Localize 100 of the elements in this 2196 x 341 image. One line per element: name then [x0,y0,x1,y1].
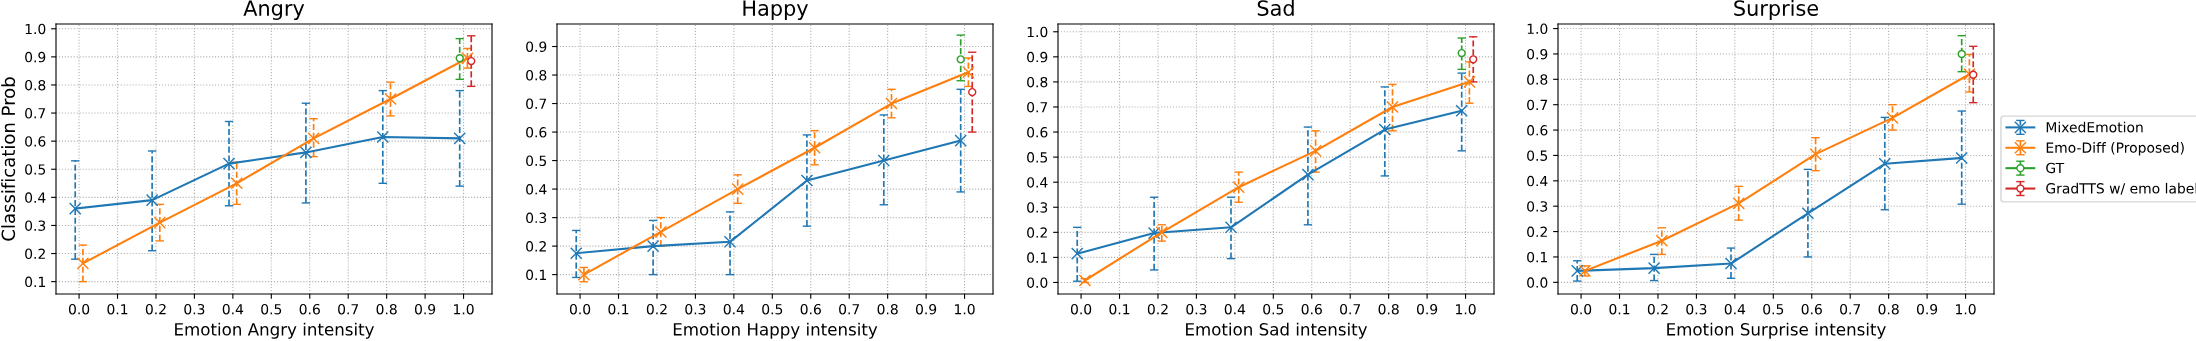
y-tick-label: 0.6 [25,136,46,147]
point [153,216,167,229]
x-tick-label: 1.0 [454,303,474,315]
y-tick-label: 0.8 [1027,76,1048,88]
point [1232,180,1245,194]
x-tick-label: 0.4 [222,303,244,315]
y-tick-label: 0.7 [1027,101,1048,113]
x-tick-label: 0.3 [1186,303,1207,315]
point [1955,151,1968,165]
y-tick-label: 0.1 [1027,252,1047,263]
point [1386,100,1399,114]
y-tick-label: 0.6 [1027,127,1048,138]
x-tick-label: 0.4 [723,303,745,315]
point [1809,147,1822,161]
x-tick-label: 0.0 [68,303,90,315]
point [1463,75,1476,89]
y-tick-label: 0.4 [25,192,46,203]
y-tick-label: 0.5 [526,155,547,167]
x-tick-label: 0.7 [1840,303,1861,315]
point [1732,197,1745,210]
point [467,56,476,66]
point [1147,226,1161,240]
x-axis-title: Emotion Happy intensity [673,322,878,339]
point [1224,221,1238,234]
y-tick-label: 0.2 [25,248,45,260]
y-tick-label: 0.8 [526,70,547,81]
y-tick-label: 1.0 [1027,26,1048,38]
y-tick-label: 0.8 [1527,74,1548,85]
x-tick-label: 0.5 [1763,303,1784,315]
y-tick-label: 0.3 [1027,202,1048,213]
point [68,202,82,215]
y-tick-label: 0.9 [1527,48,1548,60]
x-tick-label: 0.9 [1916,303,1938,315]
x-tick-label: 0.0 [1070,303,1092,315]
x-tick-label: 0.5 [261,303,282,315]
y-tick-label: 0.3 [25,220,46,231]
chart-title: Angry [243,0,305,20]
x-tick-label: 0.2 [1647,303,1668,315]
point [145,193,159,207]
point [1570,264,1584,278]
point [1878,157,1892,171]
x-axis-title: Emotion Angry intensity [175,322,375,339]
point [222,157,236,170]
y-tick-label: 0.7 [25,108,46,119]
x-tick-label: 0.9 [414,303,436,315]
y-tick-label: 0.1 [526,269,546,281]
y-tick-label: 0.1 [1527,251,1547,263]
point [384,92,397,106]
point [1963,67,1976,81]
point [1070,247,1084,260]
x-tick-label: 0.6 [299,303,320,315]
y-tick-label: 0.6 [1527,125,1548,136]
point [299,146,313,159]
point [76,257,90,270]
point [954,134,967,147]
y-tick-label: 0.4 [1527,175,1548,187]
point [723,235,737,249]
y-tick-label: 0.4 [1027,177,1048,188]
point [968,87,977,97]
y-tick-label: 1.0 [1527,23,1548,35]
x-tick-label: 0.6 [1301,303,1322,315]
y-tick-label: 0.5 [25,164,46,175]
chart-title: Surprise [1734,0,1819,20]
point [1886,111,1899,125]
x-tick-label: 1.0 [1956,303,1976,315]
x-tick-label: 0.7 [839,303,860,315]
point [808,141,821,154]
point [1801,207,1815,220]
y-tick-label: 0.9 [526,41,547,52]
x-axis-title: Emotion Sad intensity [1186,322,1368,339]
y-tick-label: 0.2 [526,241,546,252]
x-tick-label: 0.7 [338,303,359,315]
y-tick-label: 0.5 [1027,152,1048,163]
chart-title: Sad [1257,0,1294,16]
y-tick-label: 0.2 [1027,227,1047,238]
point [800,174,814,187]
x-tick-label: 0.9 [1416,303,1438,315]
x-axis-title: Emotion Surprise intensity [1667,322,1886,339]
x-tick-label: 0.0 [569,303,591,315]
x-tick-label: 0.1 [1609,303,1630,315]
point [1309,144,1322,158]
legend-label: Emo-Diff (Proposed) [2046,142,2184,156]
y-axis-title: Classification Prob [1,77,16,241]
x-tick-label: 0.3 [184,303,205,315]
x-tick-label: 0.1 [107,303,128,315]
x-tick-label: 0.5 [762,303,783,315]
point [230,177,243,190]
y-tick-label: 0.3 [1527,201,1548,212]
y-tick-label: 0.9 [1027,51,1048,63]
x-tick-label: 0.7 [1340,303,1361,315]
y-tick-label: 0.2 [1527,226,1547,238]
x-tick-label: 0.2 [145,303,166,315]
point [461,52,474,65]
point [1455,104,1468,117]
x-tick-label: 0.3 [1686,303,1707,315]
point [646,239,660,253]
y-tick-label: 0.0 [1527,277,1548,288]
point [1301,168,1315,181]
point [1655,234,1669,247]
point [1957,49,1966,59]
